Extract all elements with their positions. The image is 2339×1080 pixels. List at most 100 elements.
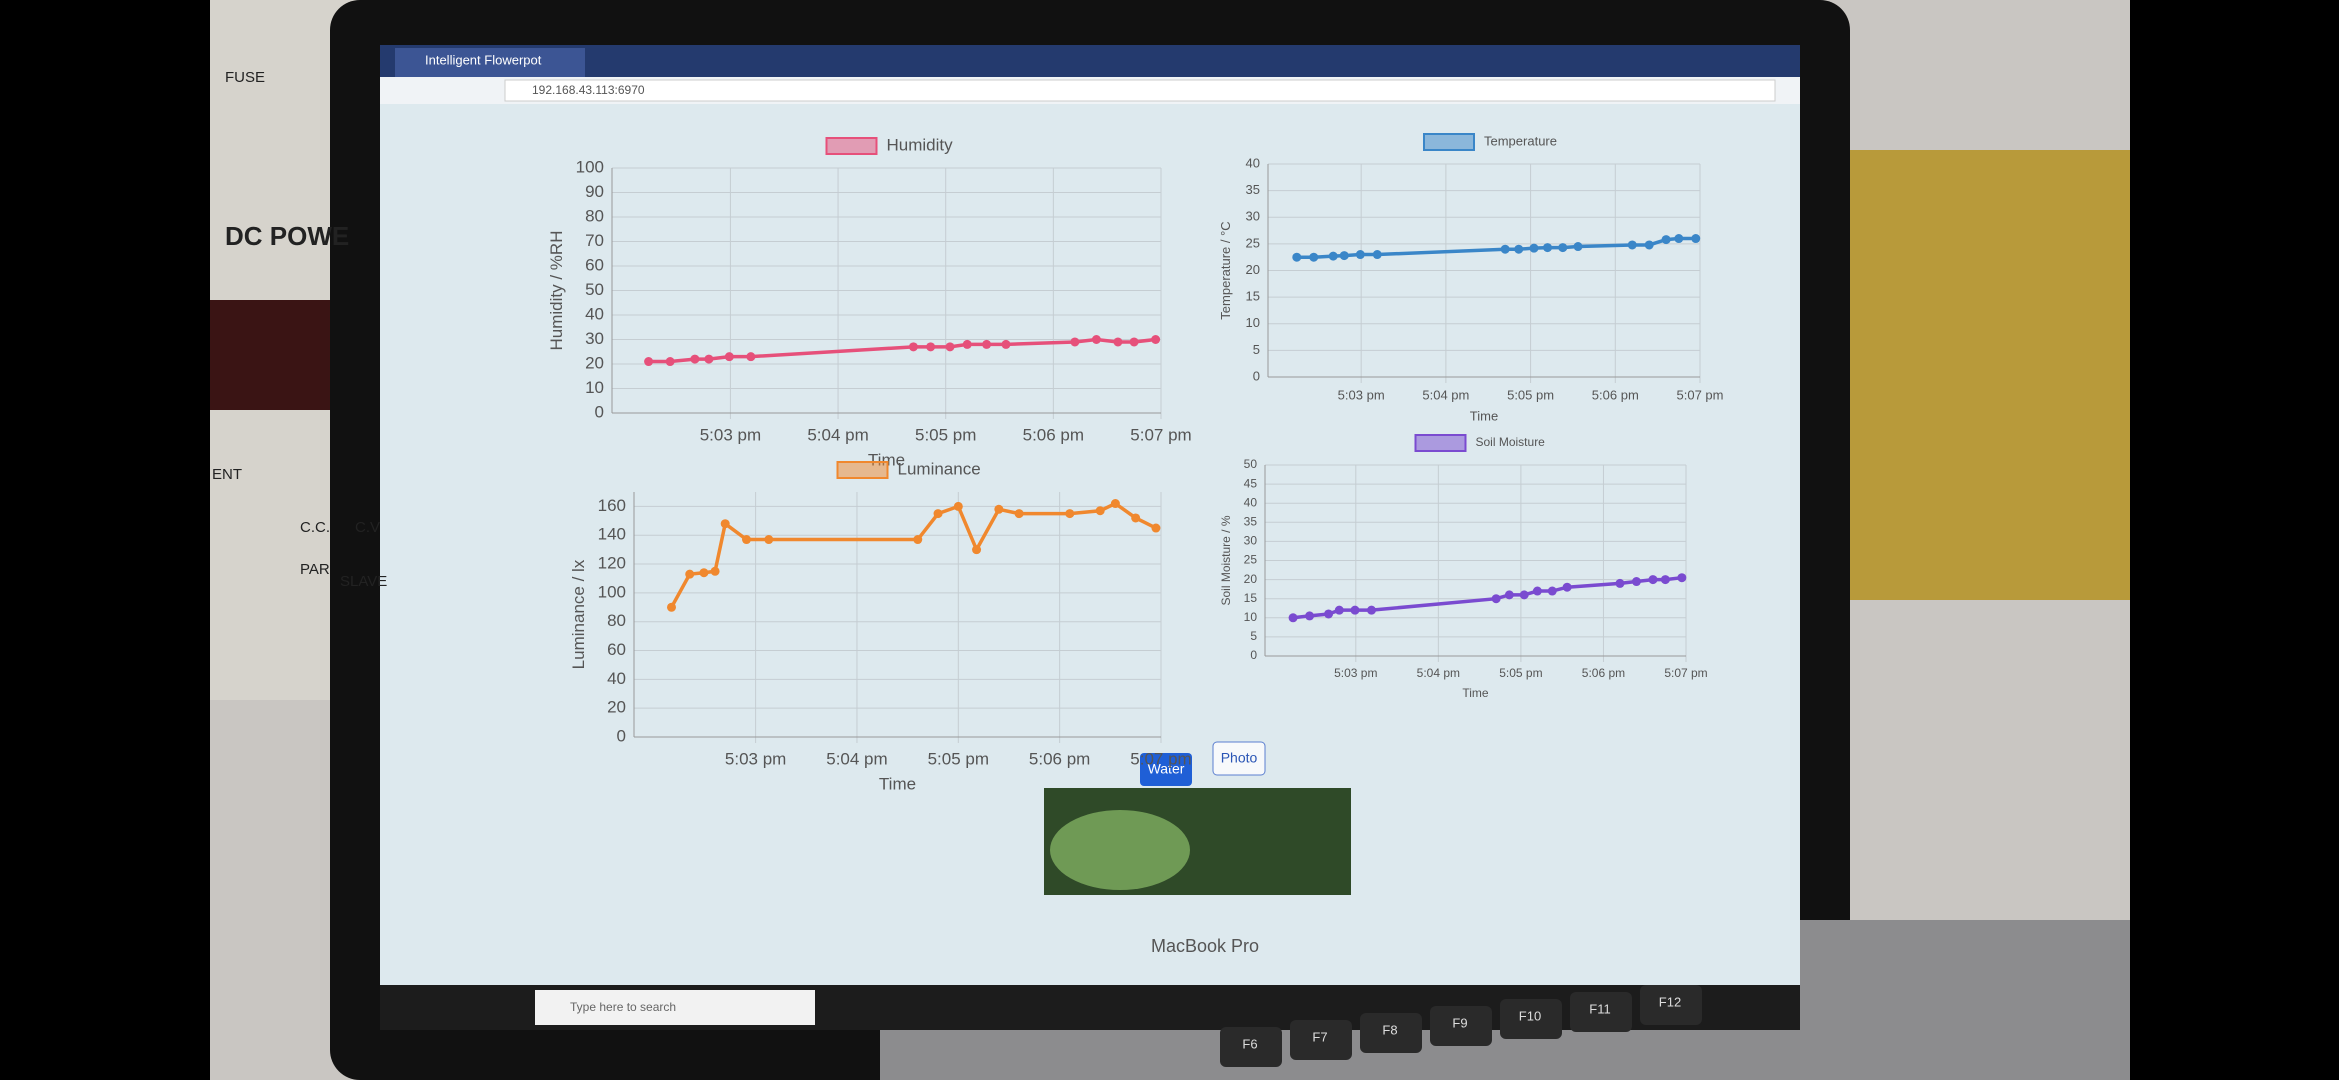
photo-button[interactable] xyxy=(1212,741,1266,776)
x-tick-label: 5:05 pm xyxy=(1499,666,1542,680)
y-tick-label: 0 xyxy=(595,402,604,421)
data-point xyxy=(1339,251,1349,261)
data-point xyxy=(908,342,918,352)
laptop-model: MacBook Pro xyxy=(1151,936,1259,956)
data-point xyxy=(1514,244,1524,254)
x-tick-label: 5:07 pm xyxy=(1130,425,1191,444)
data-point xyxy=(1355,250,1365,260)
data-point xyxy=(1674,234,1684,244)
data-point xyxy=(1648,575,1658,585)
data-point xyxy=(1691,234,1701,244)
key xyxy=(1290,1020,1352,1060)
bench-label: SLAVE xyxy=(340,573,387,590)
data-point xyxy=(1627,240,1637,250)
legend-swatch xyxy=(836,461,889,479)
data-point xyxy=(720,519,730,529)
y-tick-label: 20 xyxy=(585,353,604,372)
bench-label: PAR xyxy=(300,561,330,578)
y-tick-label: 60 xyxy=(585,255,604,274)
y-tick-label: 30 xyxy=(585,329,604,348)
data-point xyxy=(665,357,675,367)
legend-label: Luminance xyxy=(898,459,981,478)
button-label[interactable]: Water xyxy=(1148,761,1185,777)
x-tick-label: 5:06 pm xyxy=(1029,749,1090,768)
legend-label: Soil Moisture xyxy=(1476,435,1546,449)
data-point xyxy=(764,535,774,545)
y-tick-label: 70 xyxy=(585,231,604,250)
bench-label: DC POWE xyxy=(225,221,349,251)
y-tick-label: 40 xyxy=(1246,155,1260,170)
y-tick-label: 10 xyxy=(1246,315,1260,330)
data-point xyxy=(1292,252,1302,262)
x-tick-label: 5:03 pm xyxy=(1334,666,1377,680)
y-tick-label: 120 xyxy=(598,554,626,573)
y-tick-label: 45 xyxy=(1244,476,1258,490)
y-tick-label: 20 xyxy=(1246,262,1260,277)
key xyxy=(1430,1006,1492,1046)
search-placeholder: Type here to search xyxy=(570,1000,676,1014)
key-label: F6 xyxy=(1242,1036,1257,1051)
data-point xyxy=(1547,586,1557,596)
data-point xyxy=(644,357,654,367)
y-tick-label: 60 xyxy=(607,640,626,659)
data-point xyxy=(1631,577,1641,587)
y-tick-label: 90 xyxy=(585,182,604,201)
bench-label: FUSE xyxy=(225,69,265,86)
y-tick-label: 0 xyxy=(1250,648,1257,662)
bag xyxy=(1830,150,2130,600)
data-point xyxy=(1334,605,1344,615)
legend-label: Humidity xyxy=(887,135,954,154)
button-label[interactable]: Photo xyxy=(1221,750,1258,766)
data-point xyxy=(1504,590,1514,600)
data-point xyxy=(1305,611,1315,621)
y-tick-label: 100 xyxy=(576,157,604,176)
x-axis-title: Time xyxy=(1470,408,1498,423)
water-button[interactable] xyxy=(1140,753,1192,786)
data-point xyxy=(1615,578,1625,588)
y-tick-label: 50 xyxy=(1244,457,1258,471)
data-point xyxy=(704,354,714,364)
data-point xyxy=(1288,613,1298,623)
y-axis-title: Humidity / %RH xyxy=(547,231,566,351)
data-point xyxy=(1491,594,1501,604)
data-point xyxy=(1558,243,1568,253)
y-tick-label: 50 xyxy=(585,280,604,299)
data-point xyxy=(1328,251,1338,261)
key xyxy=(1570,992,1632,1032)
key-label: F8 xyxy=(1382,1022,1397,1037)
y-tick-label: 40 xyxy=(1244,495,1258,509)
data-point xyxy=(962,339,972,349)
x-tick-label: 5:07 pm xyxy=(1677,387,1724,402)
data-point xyxy=(1562,582,1572,592)
legend-swatch xyxy=(1423,133,1475,151)
y-tick-label: 0 xyxy=(617,726,626,745)
y-tick-label: 30 xyxy=(1246,209,1260,224)
y-tick-label: 10 xyxy=(585,378,604,397)
y-tick-label: 20 xyxy=(1244,572,1258,586)
data-point xyxy=(1660,575,1670,585)
y-tick-label: 80 xyxy=(585,206,604,225)
x-tick-label: 5:05 pm xyxy=(928,749,989,768)
search-box[interactable] xyxy=(535,990,815,1025)
data-point xyxy=(945,342,955,352)
x-tick-label: 5:03 pm xyxy=(700,425,761,444)
tab-title: Intelligent Flowerpot xyxy=(425,52,542,67)
y-tick-label: 40 xyxy=(607,669,626,688)
legend-label: Temperature xyxy=(1484,133,1557,148)
data-point xyxy=(1366,605,1376,615)
key-label: F12 xyxy=(1659,994,1681,1009)
url-field[interactable] xyxy=(504,79,1776,102)
key-label: F9 xyxy=(1452,1015,1467,1030)
tab[interactable] xyxy=(395,48,585,77)
data-point xyxy=(1091,335,1101,344)
x-axis-title: Time xyxy=(879,774,916,793)
y-axis-title: Luminance / lx xyxy=(569,559,588,669)
key-label: F11 xyxy=(1589,1001,1610,1016)
data-point xyxy=(1529,243,1539,253)
data-point xyxy=(1014,509,1024,519)
key xyxy=(1500,999,1562,1039)
data-point xyxy=(1113,337,1123,347)
data-point xyxy=(741,535,751,545)
y-tick-label: 25 xyxy=(1246,235,1260,250)
